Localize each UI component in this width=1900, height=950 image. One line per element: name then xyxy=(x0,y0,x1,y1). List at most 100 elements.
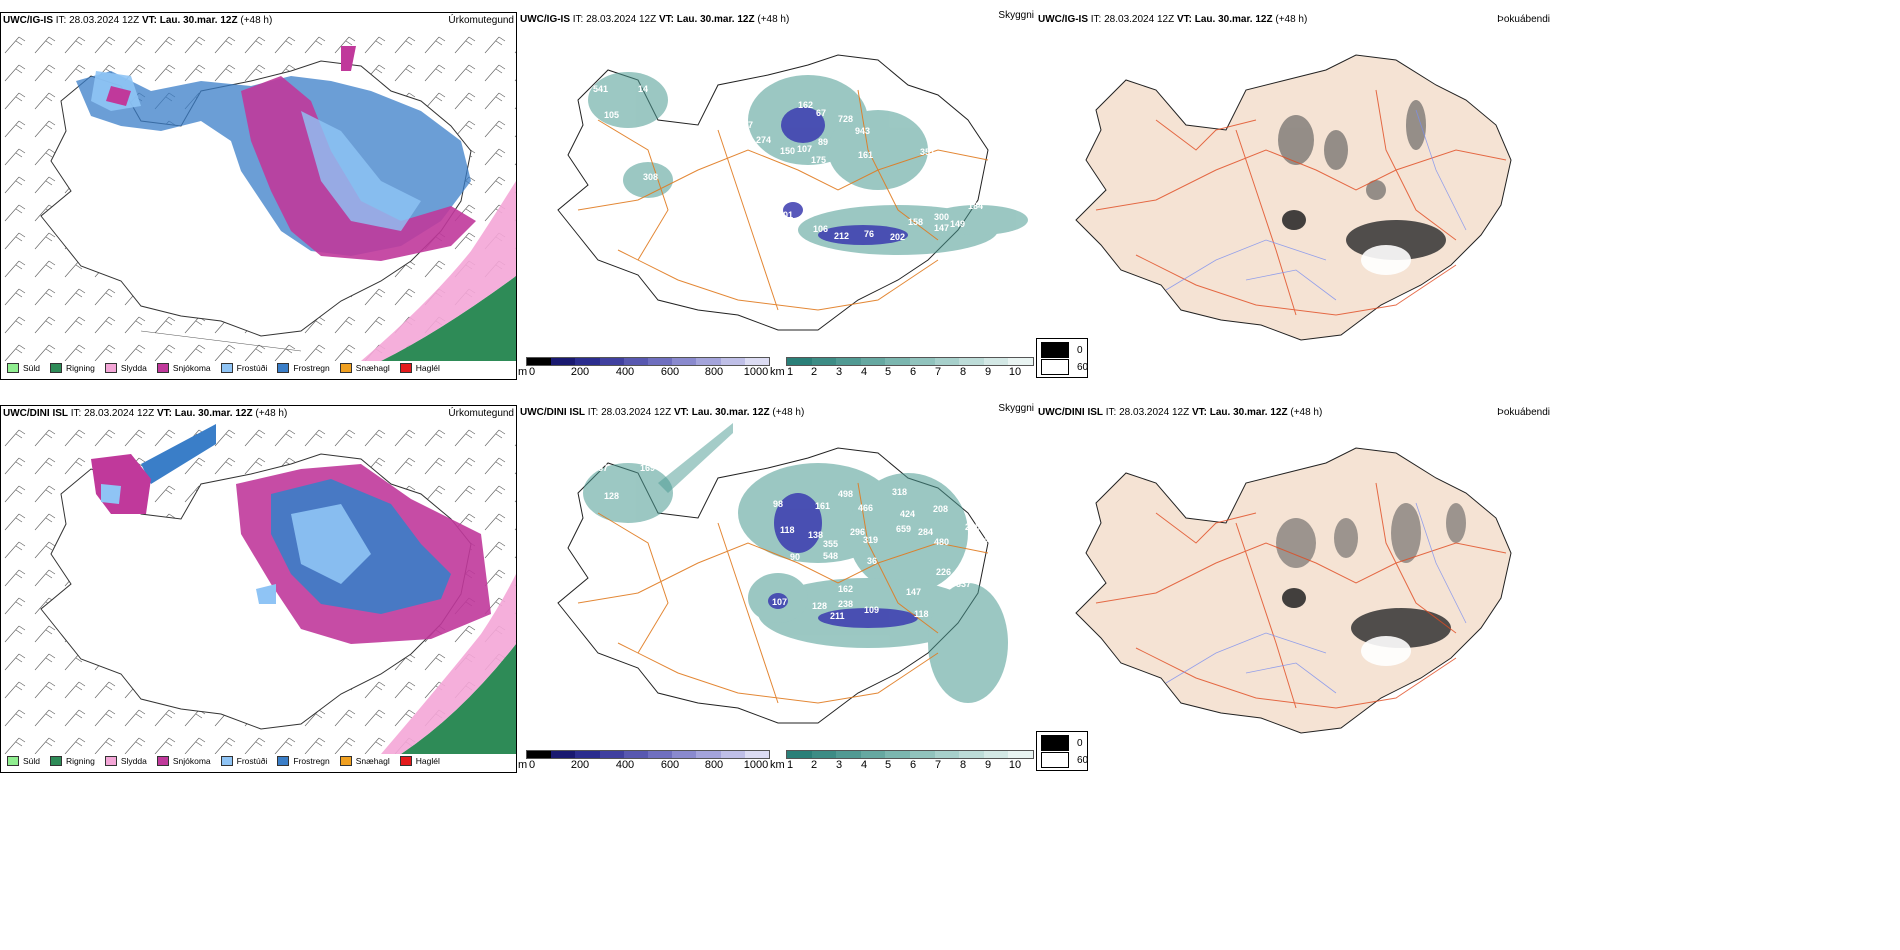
distance-unit: km xyxy=(770,366,785,378)
visibility-panel-2: UWC/DINI ISL IT: 28.03.2024 12Z VT: Lau.… xyxy=(518,403,1036,773)
height-tick: 600 xyxy=(660,759,680,771)
distance-tick: 10 xyxy=(1008,759,1022,771)
vis-label: 150 xyxy=(780,146,795,156)
legend-item: Haglél xyxy=(399,756,440,766)
distance-tick: 5 xyxy=(884,759,892,771)
panel-title: Skyggni xyxy=(998,403,1034,414)
distance-tick: 2 xyxy=(810,366,818,378)
distance-unit: km xyxy=(770,759,785,771)
ptype-map-1 xyxy=(1,31,516,361)
vis-label: 20 xyxy=(959,164,969,174)
legend-item: Snjókoma xyxy=(156,363,211,373)
distance-tick: 4 xyxy=(860,759,868,771)
ptype-header-2: UWC/DINI ISL IT: 28.03.2024 12Z VT: Lau.… xyxy=(3,408,514,419)
vis-label: 328 xyxy=(731,137,746,147)
vis-label: 36 xyxy=(867,556,877,566)
distance-tick: 8 xyxy=(959,366,967,378)
vis-label: 162 xyxy=(838,584,853,594)
height-tick: 0 xyxy=(528,759,536,771)
height-unit: m xyxy=(518,759,528,771)
model-name: UWC/IG-IS xyxy=(1038,14,1088,25)
vis-label: 355 xyxy=(823,539,838,549)
legend-item: Frostúði xyxy=(220,363,267,373)
vis-label: 548 xyxy=(823,551,838,561)
height-tick: 400 xyxy=(615,366,635,378)
height-tick: 800 xyxy=(704,759,724,771)
ptype-header-1: UWC/IG-IS IT: 28.03.2024 12Z VT: Lau. 30… xyxy=(1,13,516,31)
vt-value: Lau. 30.mar. 12Z xyxy=(159,15,238,26)
legend-item: Rigning xyxy=(50,756,95,766)
height-tick: 1000 xyxy=(743,759,769,771)
visibility-header-1: UWC/IG-IS IT: 28.03.2024 12Z VT: Lau. 30… xyxy=(520,10,1034,25)
vis-label: 118 xyxy=(914,609,929,619)
vis-label: 255 xyxy=(965,522,980,532)
lead-time: (+48 h) xyxy=(240,15,273,26)
panel-title: Þokuábendi xyxy=(1497,407,1550,418)
distance-tick: 1 xyxy=(786,759,794,771)
model-name: UWC/IG-IS xyxy=(3,15,53,26)
vis-label: 107 xyxy=(797,144,812,154)
cloud-legend-value: 0 xyxy=(1077,737,1083,749)
model-name: UWC/DINI ISL xyxy=(3,408,68,419)
vis-label: 541 xyxy=(593,84,608,94)
vis-label: 728 xyxy=(838,114,853,124)
vis-label: 162 xyxy=(798,100,813,110)
legend-item: Snjókoma xyxy=(156,756,211,766)
vis-label: 238 xyxy=(838,599,853,609)
vis-label: 127 xyxy=(738,120,753,130)
vis-label: 300 xyxy=(934,212,949,222)
ptype-legend-1: Súld Rigning Slydda Snjókoma Frostúði Fr… xyxy=(7,363,450,373)
vt-label: VT: xyxy=(141,15,157,26)
distance-colorbar-1: km 1 2 3 4 5 6 7 8 9 10 xyxy=(770,357,1035,379)
vis-label: 161 xyxy=(858,150,873,160)
fog-map-1 xyxy=(1075,54,1512,341)
ptype-legend-2: Súld Rigning Slydda Snjókoma Frostúði Fr… xyxy=(7,756,450,766)
vis-label: 149 xyxy=(950,219,965,229)
fog-map-2 xyxy=(1075,447,1512,734)
height-tick: 600 xyxy=(660,366,680,378)
vis-label: 118 xyxy=(780,525,795,535)
visibility-map-2: 387 169 128 98 118 161 498 466 318 424 6… xyxy=(557,423,1008,724)
it-value: 28.03.2024 12Z xyxy=(69,15,140,26)
vis-label: 318 xyxy=(892,487,907,497)
ptype-panel-2: UWC/DINI ISL IT: 28.03.2024 12Z VT: Lau.… xyxy=(0,405,517,773)
vis-label: 307 xyxy=(820,172,835,182)
vis-label: 319 xyxy=(863,535,878,545)
vis-label: 106 xyxy=(813,224,828,234)
vis-label: 498 xyxy=(838,489,853,499)
vis-label: 67 xyxy=(816,108,826,118)
vis-label: 76 xyxy=(864,229,874,239)
vis-label: 128 xyxy=(812,601,827,611)
vis-label: 90 xyxy=(790,552,800,562)
distance-colorbar-2: km 1 2 3 4 5 6 7 8 9 10 xyxy=(770,750,1035,772)
vis-label: 943 xyxy=(855,126,870,136)
legend-item: Snæhagl xyxy=(339,756,390,766)
cloud-legend-value: 0 xyxy=(1077,344,1083,356)
vis-label: 14 xyxy=(638,84,648,94)
vis-label: 89 xyxy=(818,137,828,147)
distance-tick: 9 xyxy=(984,366,992,378)
legend-item: Snæhagl xyxy=(339,363,390,373)
ptype-map-2 xyxy=(1,424,516,754)
vis-label: 659 xyxy=(896,524,911,534)
distance-tick: 6 xyxy=(909,759,917,771)
distance-tick: 4 xyxy=(860,366,868,378)
vis-label: 337 xyxy=(956,579,971,589)
legend-item: Frostúði xyxy=(220,756,267,766)
vis-label: 169 xyxy=(640,463,655,473)
vis-label: 167 xyxy=(974,537,989,547)
vis-label: 101 xyxy=(778,210,793,220)
vis-label: 175 xyxy=(811,155,826,165)
legend-item: Frostregn xyxy=(277,363,330,373)
fog-header-2: UWC/DINI ISL IT: 28.03.2024 12Z VT: Lau.… xyxy=(1038,407,1550,418)
vis-label: 351 xyxy=(920,147,935,157)
vis-label: 109 xyxy=(864,605,879,615)
visibility-header-2: UWC/DINI ISL IT: 28.03.2024 12Z VT: Lau.… xyxy=(520,403,1034,418)
panel-title: Úrkomutegund xyxy=(448,15,514,26)
distance-tick: 3 xyxy=(835,366,843,378)
fog-header-1: UWC/IG-IS IT: 28.03.2024 12Z VT: Lau. 30… xyxy=(1038,14,1550,25)
vis-label: 128 xyxy=(604,491,619,501)
height-tick: 0 xyxy=(528,366,536,378)
vis-label: 208 xyxy=(933,504,948,514)
vis-label: 161 xyxy=(815,501,830,511)
